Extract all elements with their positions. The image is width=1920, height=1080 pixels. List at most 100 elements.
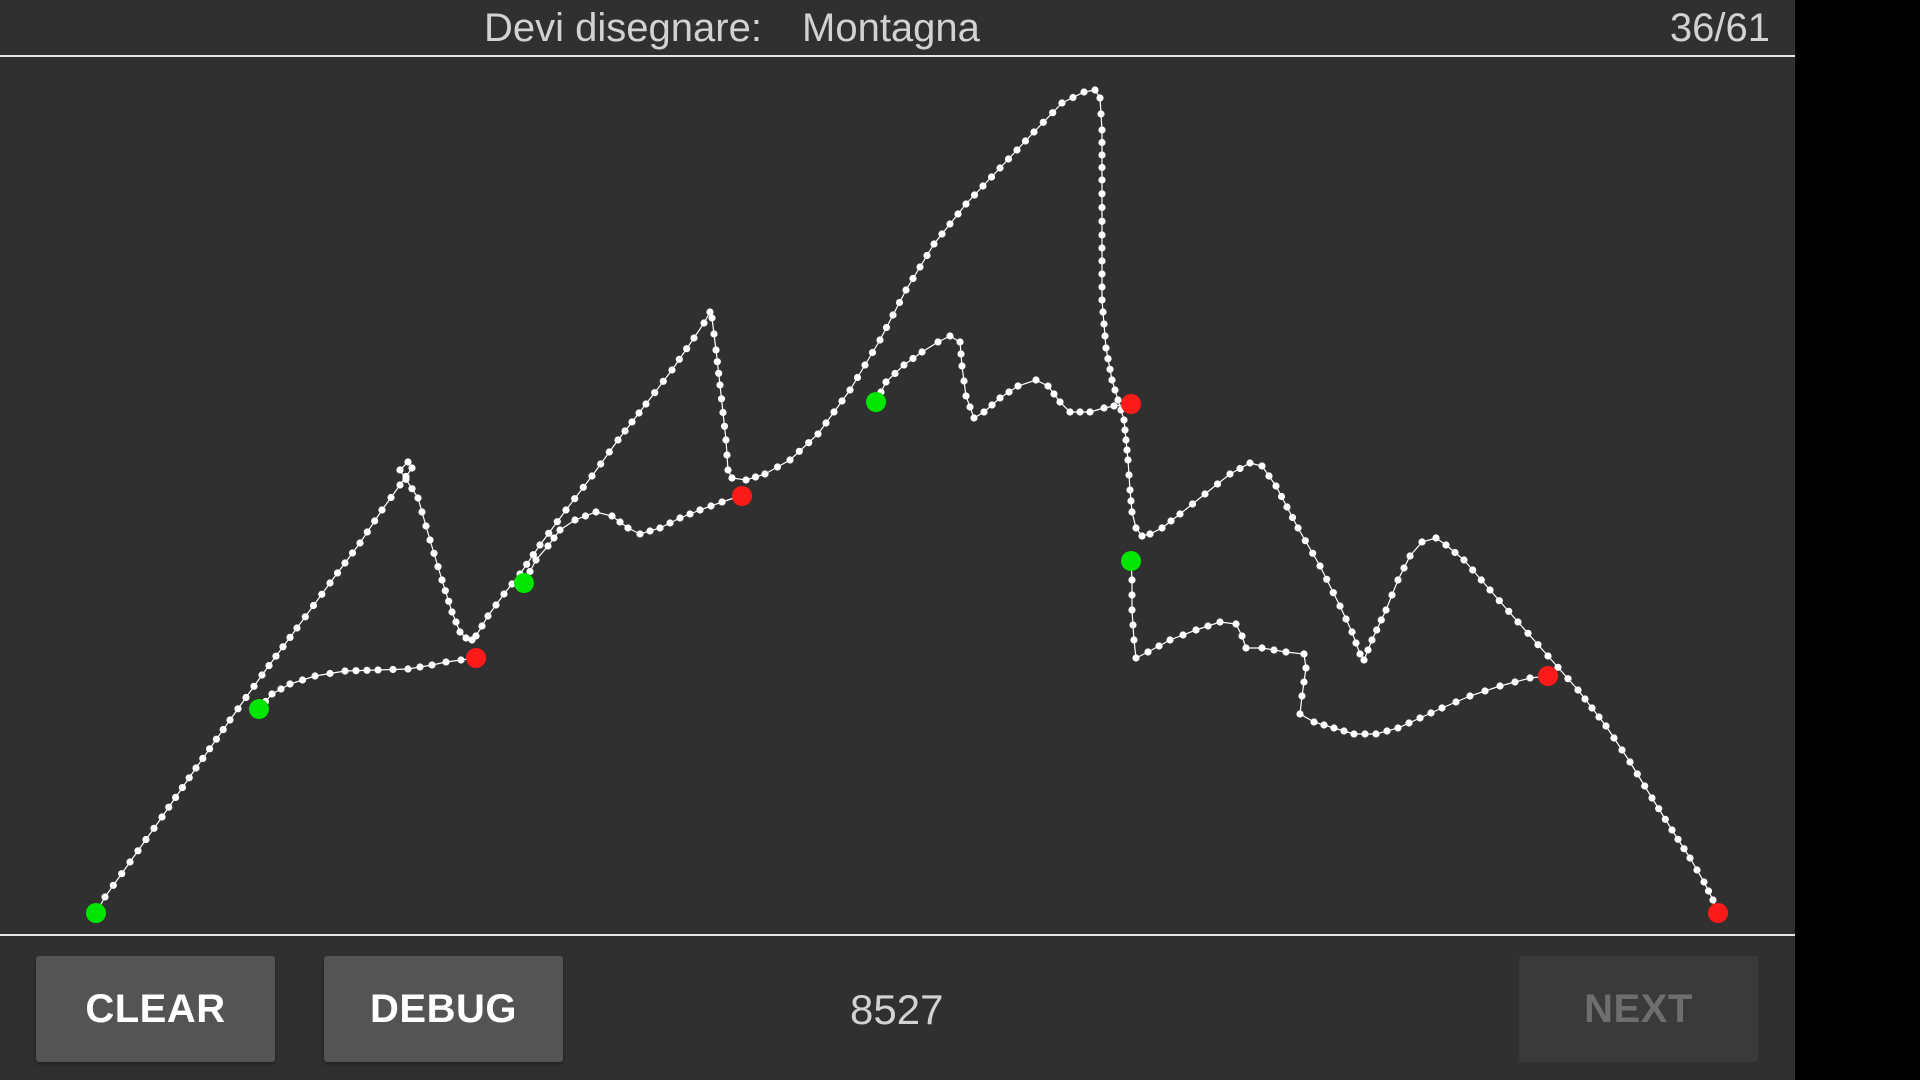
stroke-point: [742, 476, 750, 484]
stroke-point: [1050, 390, 1058, 398]
stroke-point: [1123, 446, 1131, 454]
stroke-point: [624, 524, 632, 532]
stroke-point: [1216, 618, 1224, 626]
stroke-point: [1360, 656, 1368, 664]
stroke-point: [987, 173, 996, 181]
drawing-canvas[interactable]: [0, 57, 1795, 935]
stroke-point: [710, 330, 718, 338]
stroke-point: [720, 422, 729, 430]
stroke-point: [1124, 456, 1132, 464]
stroke-point: [1192, 626, 1200, 634]
stroke-point: [960, 377, 968, 385]
stroke-point: [1127, 497, 1135, 505]
stroke-point: [1098, 163, 1106, 172]
stroke-point: [700, 319, 708, 327]
stroke-point: [1382, 606, 1390, 614]
stroke-point: [635, 409, 643, 417]
stroke-point: [719, 408, 727, 417]
stroke-point: [1481, 687, 1489, 695]
stroke-point: [597, 460, 605, 468]
stroke-point: [1110, 402, 1118, 410]
stroke-point: [1680, 845, 1688, 853]
stroke-point: [1668, 826, 1676, 834]
stroke-point: [930, 240, 938, 248]
stroke-point: [1114, 396, 1122, 404]
stroke-point: [326, 669, 334, 678]
stroke-point: [402, 475, 410, 483]
stroke-point: [1641, 782, 1649, 790]
stroke-point: [1126, 486, 1134, 494]
stroke-point: [1128, 606, 1136, 614]
stroke-point: [861, 361, 869, 369]
stroke-point: [1342, 615, 1350, 623]
stroke-point: [724, 466, 732, 474]
stroke-point: [868, 348, 877, 357]
score-value: 8527: [850, 986, 944, 1033]
stroke-point: [895, 298, 904, 307]
stroke-point: [1014, 382, 1022, 390]
stroke-point: [352, 667, 360, 675]
stroke-point: [786, 456, 794, 464]
stroke-point: [1296, 710, 1304, 718]
stroke-point: [1486, 586, 1494, 594]
stroke-point: [126, 858, 134, 866]
stroke-point: [286, 633, 294, 642]
stroke-point: [1155, 642, 1163, 650]
stroke-point: [838, 397, 846, 405]
footer-bar: CLEAR DEBUG 8527 NEXT: [0, 934, 1795, 1080]
stroke-point: [876, 336, 884, 344]
stroke-point: [430, 549, 438, 557]
stroke-point: [1405, 719, 1413, 727]
stroke-point: [713, 358, 721, 366]
stroke-point: [957, 350, 965, 358]
stroke-point: [1700, 878, 1708, 886]
stroke-point: [962, 392, 970, 400]
stroke-point: [1301, 537, 1309, 545]
stroke-point: [536, 541, 544, 549]
stroke-point: [1329, 589, 1337, 597]
stroke-point: [1270, 646, 1278, 654]
stroke-point: [805, 439, 813, 447]
stroke-point: [326, 579, 334, 587]
stroke-point: [1505, 607, 1513, 615]
stroke-point: [751, 473, 760, 481]
stroke-point: [301, 613, 309, 621]
stroke-point: [142, 835, 150, 844]
clear-button[interactable]: CLEAR: [36, 956, 275, 1062]
stroke-point: [363, 666, 371, 674]
stroke-point: [1432, 534, 1440, 542]
stroke-point: [1704, 887, 1713, 895]
stroke-point: [592, 508, 600, 516]
stroke-point: [1146, 530, 1154, 538]
stroke-point: [1336, 602, 1344, 610]
stroke-point: [1167, 517, 1175, 525]
stroke-point: [389, 665, 397, 674]
debug-button[interactable]: DEBUG: [324, 956, 563, 1062]
stroke-point: [341, 559, 349, 567]
stroke-line: [1130, 560, 1549, 735]
stroke-point: [1524, 629, 1532, 637]
stroke-point: [1111, 386, 1119, 394]
stroke-point: [900, 361, 908, 369]
stroke-point: [1179, 631, 1187, 639]
stroke-point: [1097, 110, 1105, 118]
stroke-point: [1340, 727, 1348, 735]
stroke-point: [1288, 513, 1297, 522]
stroke-point: [1406, 552, 1414, 560]
stroke-point: [1044, 382, 1052, 390]
stroke-point: [456, 628, 464, 636]
stroke-point: [1610, 734, 1618, 742]
stroke-point: [718, 498, 726, 506]
stroke-point: [728, 474, 736, 482]
stroke-point: [242, 693, 250, 702]
next-button[interactable]: NEXT: [1519, 956, 1758, 1062]
stroke-point: [1372, 730, 1380, 738]
stroke-point: [1021, 137, 1030, 145]
stroke-point: [668, 366, 676, 374]
stroke-point: [1460, 556, 1468, 564]
stroke-point: [457, 656, 465, 664]
stroke-point: [1069, 93, 1077, 102]
stroke-point: [722, 436, 730, 444]
start-dot-icon: [866, 392, 886, 412]
stroke-point: [934, 338, 942, 346]
